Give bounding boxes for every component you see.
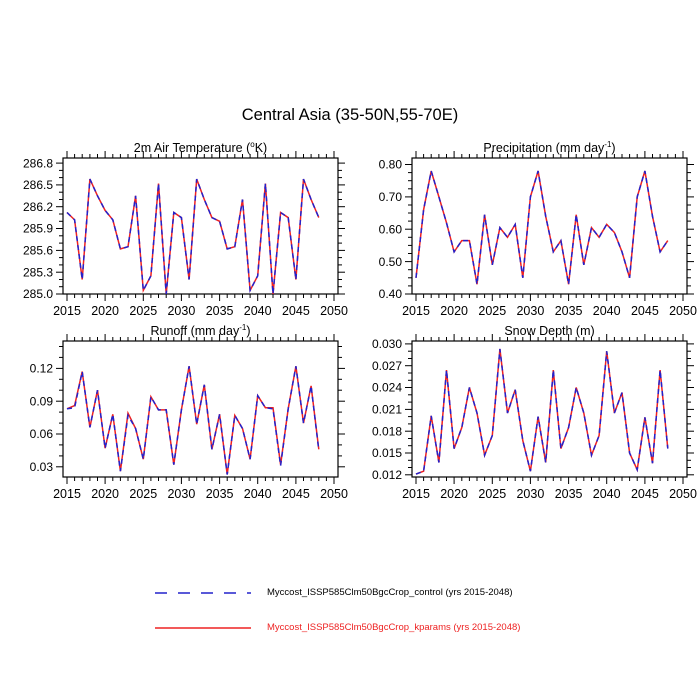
x-tick-label: 2040 <box>244 487 272 501</box>
panel-title-text: Precipitation (mm day <box>483 141 605 156</box>
x-tick-label: 2045 <box>282 487 310 501</box>
x-tick-label: 2030 <box>516 487 544 501</box>
panel-title-runoff: Runoff (mm day-1) <box>63 323 338 338</box>
y-tick-label: 0.027 <box>372 359 402 373</box>
panel-title-tail: ) <box>611 141 616 156</box>
kparams-line <box>66 366 320 475</box>
panel-title-text: Runoff (mm day <box>150 324 240 339</box>
y-tick-label: 0.80 <box>379 158 403 172</box>
control-line <box>415 348 669 475</box>
superscript: o <box>250 140 255 149</box>
x-tick-label: 2020 <box>91 304 119 318</box>
x-tick-label: 2040 <box>244 304 272 318</box>
panel-title-precipitation: Precipitation (mm day-1) <box>412 140 687 155</box>
y-tick-label: 285.3 <box>23 265 53 279</box>
legend-line-control <box>155 592 251 594</box>
y-tick-label: 0.70 <box>379 190 403 204</box>
superscript: -1 <box>604 140 612 149</box>
x-tick-label: 2025 <box>129 487 157 501</box>
y-tick-label: 0.12 <box>30 362 54 376</box>
x-tick-label: 2020 <box>440 487 468 501</box>
axes <box>405 334 694 484</box>
x-tick-label: 2045 <box>282 304 310 318</box>
y-tick-label: 0.024 <box>372 381 402 395</box>
x-tick-label: 2020 <box>91 487 119 501</box>
x-tick-label: 2015 <box>53 487 81 501</box>
legend-label-kparams: Myccost_ISSP585Clm50BgcCrop_kparams (yrs… <box>267 622 521 633</box>
panel-title-snow-depth: Snow Depth (m) <box>412 323 687 338</box>
x-tick-label: 2035 <box>206 487 234 501</box>
x-tick-label: 2030 <box>516 304 544 318</box>
x-tick-label: 2030 <box>167 304 195 318</box>
y-tick-label: 285.9 <box>23 222 53 236</box>
x-tick-label: 2015 <box>402 304 430 318</box>
y-tick-label: 0.50 <box>379 255 403 269</box>
y-tick-label: 0.018 <box>372 424 402 438</box>
plot-precipitation: 2015 2020 2025 2030 2035 2040 2045 2050 0.80 0.70… <box>379 151 697 318</box>
x-tick-label: 2050 <box>669 487 697 501</box>
kparams-line <box>415 348 669 475</box>
y-tick-label: 286.8 <box>23 156 53 170</box>
y-tick-label: 0.09 <box>30 394 54 408</box>
panel-title-text: Snow Depth (m) <box>504 324 595 339</box>
x-tick-label: 2030 <box>167 487 195 501</box>
y-tick-label: 285.0 <box>23 287 53 301</box>
y-tick-label: 0.021 <box>372 403 402 417</box>
superscript: -1 <box>239 323 247 332</box>
x-tick-label: 2045 <box>631 487 659 501</box>
y-tick-label: 0.015 <box>372 446 402 460</box>
axes <box>405 151 694 301</box>
legend-line-kparams <box>155 627 251 629</box>
y-tick-label: 0.60 <box>379 222 403 236</box>
x-tick-label: 2035 <box>555 487 583 501</box>
plot-runoff: 2015 2020 2025 2030 2035 2040 2045 2050 0.12 0.09… <box>30 334 348 501</box>
x-tick-label: 2025 <box>478 487 506 501</box>
axes <box>56 151 345 301</box>
axes <box>56 334 345 484</box>
x-tick-label: 2015 <box>402 487 430 501</box>
y-tick-label: 286.5 <box>23 178 53 192</box>
control-line <box>415 170 669 285</box>
plot-air-temperature: 2015 2020 2025 2030 2035 2040 2045 2050 286.8 286… <box>23 151 348 318</box>
y-tick-label: 285.6 <box>23 244 53 258</box>
x-tick-label: 2020 <box>440 304 468 318</box>
x-tick-label: 2050 <box>320 304 348 318</box>
y-tick-label: 0.06 <box>30 427 54 441</box>
y-tick-label: 0.03 <box>30 460 54 474</box>
x-tick-label: 2040 <box>593 487 621 501</box>
figure-title: Central Asia (35-50N,55-70E) <box>241 106 459 124</box>
y-tick-label: 0.030 <box>372 337 402 351</box>
y-tick-label: 0.012 <box>372 468 402 482</box>
x-tick-label: 2050 <box>320 487 348 501</box>
x-tick-label: 2050 <box>669 304 697 318</box>
x-tick-label: 2025 <box>478 304 506 318</box>
x-tick-label: 2035 <box>555 304 583 318</box>
y-tick-label: 286.2 <box>23 200 53 214</box>
x-tick-label: 2025 <box>129 304 157 318</box>
control-line <box>66 178 320 295</box>
y-tick-label: 0.40 <box>379 287 403 301</box>
x-tick-label: 2040 <box>593 304 621 318</box>
x-tick-label: 2045 <box>631 304 659 318</box>
panel-title-text: 2m Air Temperature ( <box>133 141 251 156</box>
legend-label-control: Myccost_ISSP585Clm50BgcCrop_control (yrs… <box>267 587 513 598</box>
x-tick-label: 2015 <box>53 304 81 318</box>
panel-title-tail: ) <box>246 324 251 339</box>
plot-snow-depth: 2015 2020 2025 2030 2035 2040 2045 2050 0.030 0.0… <box>372 334 697 501</box>
x-tick-label: 2035 <box>206 304 234 318</box>
